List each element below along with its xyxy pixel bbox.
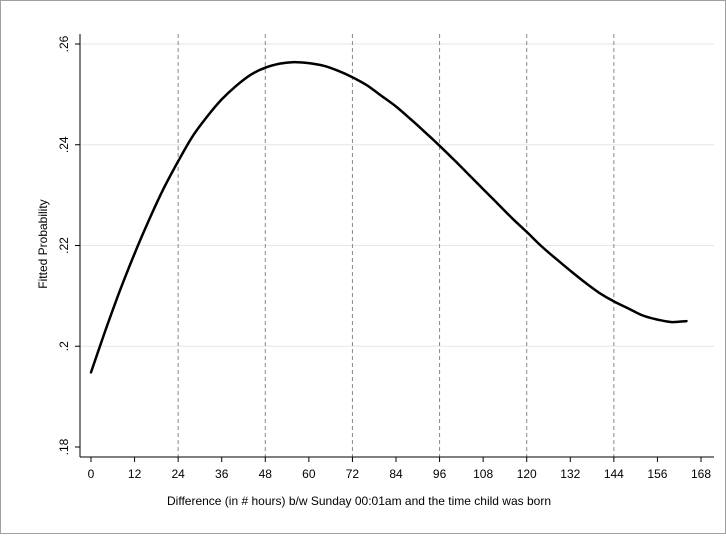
x-tick-label: 96 (433, 467, 447, 481)
x-axis-label: Difference (in # hours) b/w Sunday 00:01… (167, 494, 551, 508)
x-tick-label: 120 (517, 467, 537, 481)
x-tick-label: 72 (346, 467, 360, 481)
x-tick-label: 168 (691, 467, 711, 481)
y-tick-label: .2 (57, 341, 71, 351)
x-tick-label: 36 (215, 467, 229, 481)
x-tick-label: 12 (128, 467, 142, 481)
fitted-probability-line (89, 60, 688, 374)
y-axis-label: Fitted Probability (36, 199, 50, 288)
x-tick-label: 48 (259, 467, 273, 481)
x-tick-label: 0 (88, 467, 95, 481)
x-tick-label: 144 (604, 467, 624, 481)
x-tick-label: 24 (171, 467, 185, 481)
x-tick-label: 156 (647, 467, 667, 481)
x-tick-label: 60 (302, 467, 316, 481)
y-tick-label: .26 (57, 35, 71, 52)
y-tick-label: .18 (57, 438, 71, 455)
x-tick-label: 108 (473, 467, 493, 481)
x-tick-label: 84 (389, 467, 403, 481)
y-tick-label: .22 (57, 237, 71, 254)
y-tick-label: .24 (57, 136, 71, 153)
x-tick-label: 132 (560, 467, 580, 481)
